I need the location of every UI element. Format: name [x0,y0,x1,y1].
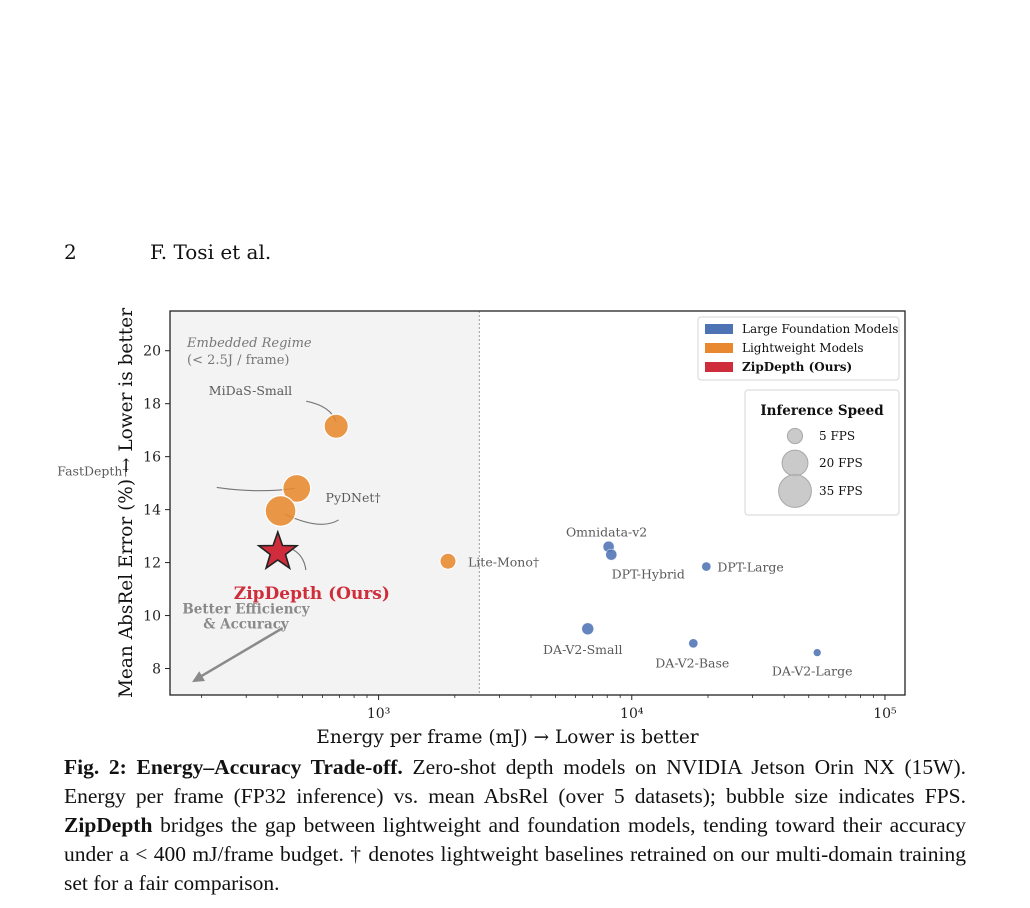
y-tick-label: 20 [143,344,161,360]
point-label-dpt-hybrid: DPT-Hybrid [612,567,685,582]
size-legend-label: 20 FPS [819,456,863,470]
arrow-head-icon [192,671,206,683]
point-da-v2-base [688,638,699,649]
size-legend-label: 5 FPS [819,429,855,443]
size-legend-label: 35 FPS [819,484,863,498]
size-legend-bubble [778,474,812,508]
category-legend: Large Foundation Models Lightweight Model… [697,316,900,381]
embedded-regime-region [170,311,480,695]
point-label-da-v2-small: DA-V2-Small [543,642,622,657]
page-number: 2 [64,240,77,264]
legend-label: Large Foundation Models [742,322,898,336]
x-tick-label: 10⁴ [620,706,644,722]
point-dpt-large [701,561,712,572]
point-lite-mono- [439,552,457,570]
size-legend: Inference Speed 5 FPS 20 FPS 35 FPS [744,389,900,516]
point-label-dpt-large: DPT-Large [717,560,784,575]
energy-accuracy-chart: Embedded Regime (< 2.5J / frame) Omnidat… [57,308,906,748]
x-axis-label: Energy per frame (mJ) → Lower is better [316,727,698,748]
y-tick-label: 16 [143,450,161,466]
legend-box [697,316,900,381]
point-midas-small [323,413,349,439]
point-label-midas-small: MiDaS-Small [209,383,292,398]
point-da-v2-large [813,648,822,657]
plot-frame [169,310,906,696]
point-label-omnidata-v2: Omnidata-v2 [566,525,647,540]
legend-swatch [705,324,733,334]
point-pydnet- [264,494,297,527]
legend-swatch [705,343,733,353]
point-labels: Omnidata-v2 DPT-Hybrid DPT-Large DA-V2-Smal… [57,383,852,678]
figure-caption: Fig. 2: Energy–Accuracy Trade-off. Zero-… [64,753,966,898]
size-legend-bubble [781,449,809,477]
point-label-da-v2-large: DA-V2-Large [772,664,853,679]
y-tick-label: 8 [152,662,161,678]
caption-method: ZipDepth [64,813,153,837]
point-da-v2-small [581,622,594,636]
zipdepth-star-icon [256,529,300,571]
size-legend-bubble [786,427,804,445]
point-label-pydnet-: PyDNet† [326,490,381,505]
running-authors: F. Tosi et al. [150,240,272,264]
y-tick-label: 14 [143,503,161,519]
legend-swatch [705,362,733,372]
embedded-regime-label: Embedded Regime [186,336,312,351]
data-points [256,413,822,657]
x-tick-label: 10³ [367,706,390,722]
point-label-lite-mono-: Lite-Mono† [468,554,539,569]
annotation-line-2: & Accuracy [203,617,290,633]
arrow-icon [197,626,284,680]
y-tick-label: 12 [143,556,161,572]
size-legend-title: Inference Speed [760,403,884,419]
y-axis-label: Mean AbsRel Error (%) → Lower is better [116,308,137,698]
legend-label: Lightweight Models [742,341,864,355]
x-tick-label: 10⁵ [873,706,897,722]
legend-label: ZipDepth (Ours) [742,360,852,374]
annotation-line-1: Better Efficiency [182,602,310,618]
point-dpt-hybrid [605,548,618,561]
point-label-da-v2-base: DA-V2-Base [655,655,729,670]
caption-title: Energy–Accuracy Trade-off. [136,755,403,779]
point-fastdepth- [282,473,312,503]
y-tick-label: 10 [143,609,161,625]
embedded-regime-sublabel: (< 2.5J / frame) [187,353,290,368]
caption-label: Fig. 2: [64,755,127,779]
y-tick-label: 18 [143,397,161,413]
axes: 8 10 12 14 16 18 20 10³ 10⁴ 10⁵ Energy per frame (… [116,308,897,748]
caption-text-2: bridges the gap between lightweight and … [64,813,966,895]
efficiency-annotation: Better Efficiency & Accuracy [182,602,311,683]
caption-text-1: Zero-shot depth models on NVIDIA Jetson … [64,755,966,808]
point-label-fastdepth-: FastDepth† [57,463,128,478]
point-label-zipdepth: ZipDepth (Ours) [234,584,390,604]
